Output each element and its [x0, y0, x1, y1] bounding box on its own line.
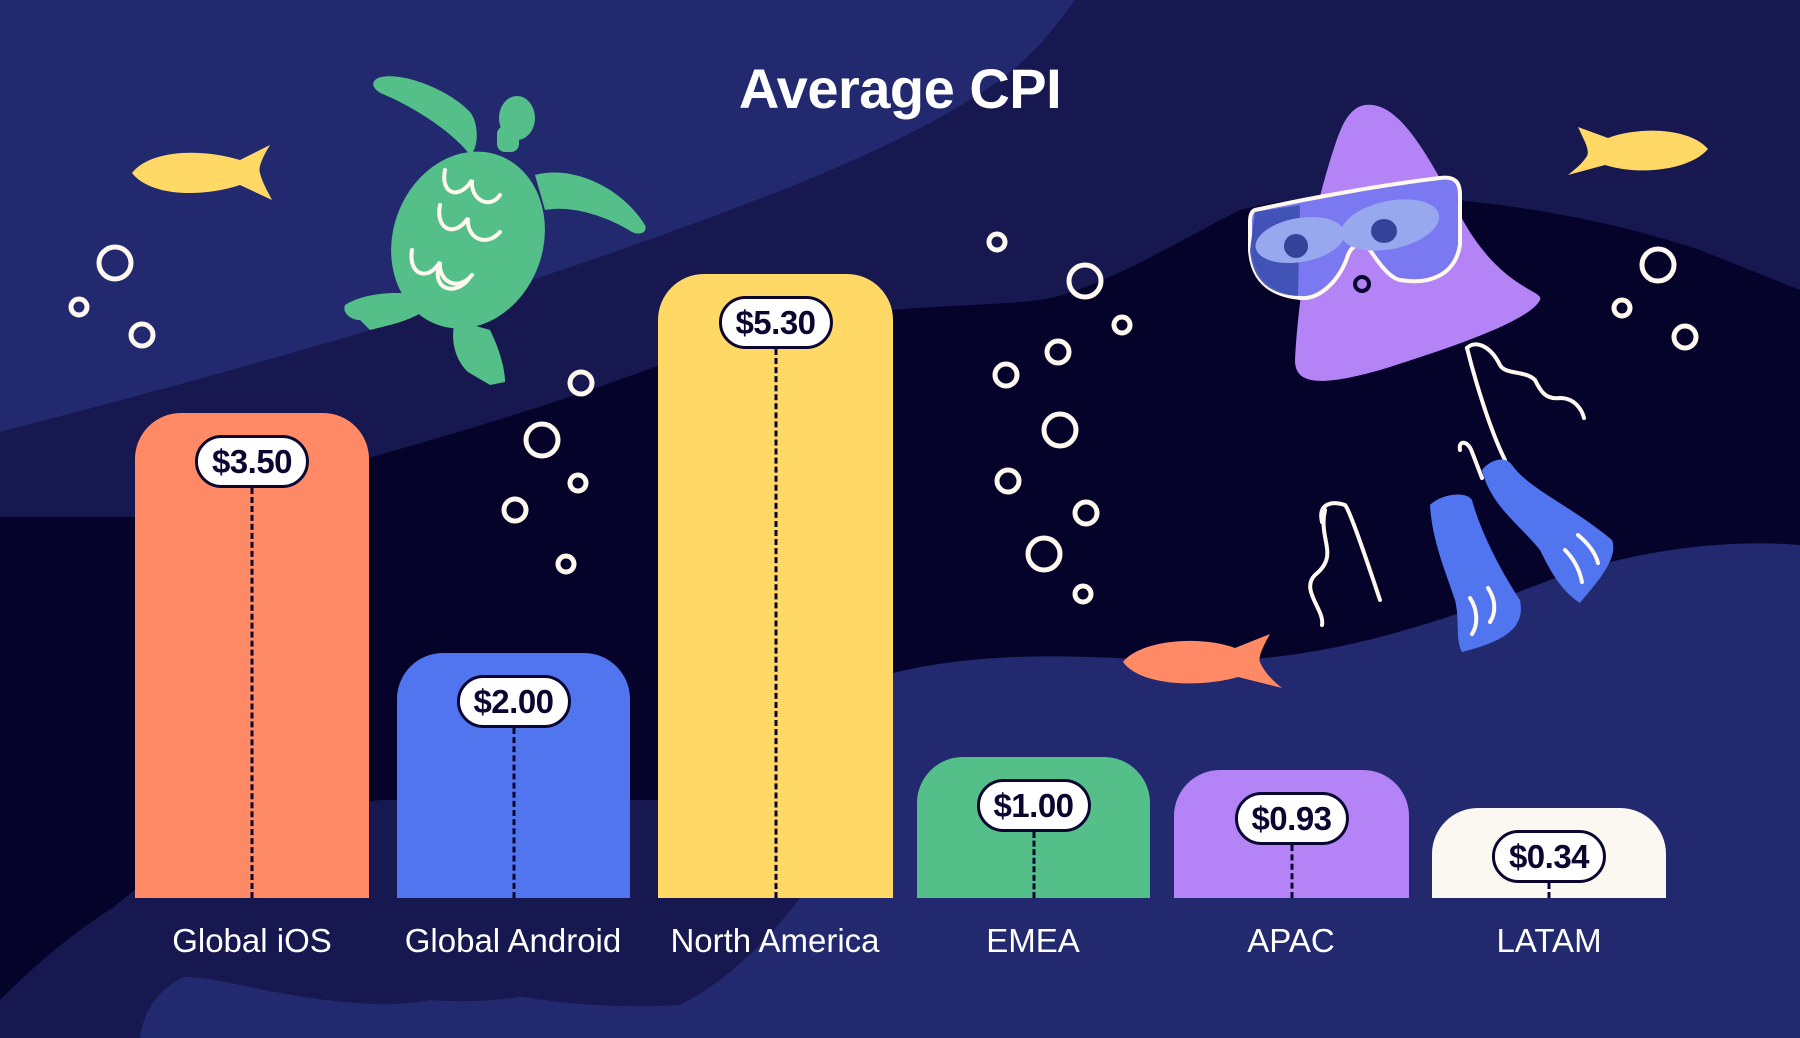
yellow-fish-icon — [1568, 127, 1708, 175]
yellow-fish-icon — [132, 145, 272, 200]
x-axis-label: EMEA — [986, 922, 1080, 959]
x-axis-label: Global iOS — [172, 922, 332, 959]
bar-north-america: $5.30 — [658, 274, 893, 898]
bubbles — [68, 231, 1699, 605]
value-label: $0.93 — [1234, 792, 1349, 845]
bar-global-ios: $3.50 — [135, 413, 369, 898]
dashed-guide — [1032, 832, 1035, 898]
x-axis-label: LATAM — [1496, 922, 1602, 959]
x-axis-label: APAC — [1247, 922, 1335, 959]
x-axis-label: North America — [670, 922, 880, 959]
chart-title: Average CPI — [738, 57, 1062, 120]
bar-global-android: $2.00 — [397, 653, 630, 898]
dashed-guide — [774, 349, 777, 898]
value-label: $5.30 — [718, 296, 833, 349]
dashed-guide — [250, 488, 254, 898]
value-label: $2.00 — [456, 675, 571, 728]
bar-apac: $0.93 — [1174, 770, 1409, 898]
jellyfish-with-goggles-icon — [1248, 104, 1614, 652]
bar-latam: $0.34 — [1432, 808, 1666, 898]
turtle-shell-pattern — [409, 168, 502, 291]
dashed-guide — [512, 728, 515, 898]
dashed-guide — [1547, 883, 1551, 898]
value-label: $3.50 — [194, 435, 310, 488]
bar-emea: $1.00 — [917, 757, 1150, 898]
value-label: $0.34 — [1491, 830, 1607, 883]
x-axis-label: Global Android — [404, 922, 622, 959]
value-label: $1.00 — [976, 779, 1091, 832]
turtle-icon — [344, 76, 646, 385]
orange-fish-icon — [1123, 634, 1282, 688]
dashed-guide — [1290, 845, 1293, 898]
